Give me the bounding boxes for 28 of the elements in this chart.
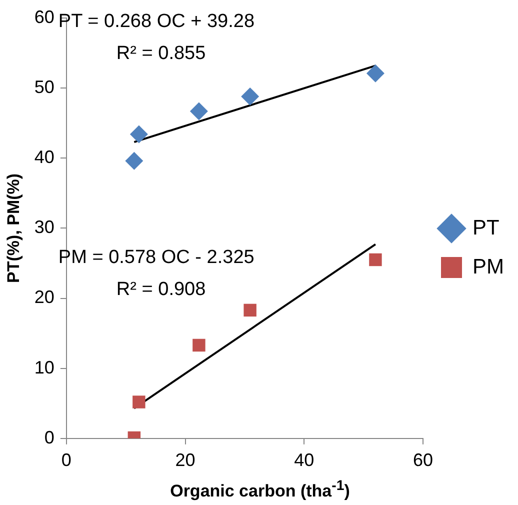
annotation: R² = 0.855: [116, 43, 206, 64]
legend-label: PM: [472, 255, 504, 278]
point: [369, 253, 382, 266]
y-tick-label: 10: [34, 357, 54, 378]
x-tick-label: 60: [412, 450, 434, 470]
y-tick-label: 60: [34, 6, 54, 27]
point: [241, 87, 260, 106]
annotation: PM = 0.578 OC - 2.325: [58, 247, 254, 268]
y-axis-title: PT(%), PM(%): [4, 173, 23, 283]
x-tick-label: 40: [294, 450, 314, 470]
point: [192, 338, 206, 352]
legend-label: PT: [472, 216, 500, 240]
point: [366, 64, 384, 82]
point: [125, 152, 144, 170]
point: [132, 396, 146, 408]
y-tick-label: 20: [34, 287, 54, 308]
x-tick-label: 0: [61, 450, 72, 470]
y-tick-label: 40: [34, 147, 54, 168]
y-tick-label: 50: [34, 77, 54, 98]
annotation: PT = 0.268 OC + 39.28: [58, 11, 255, 32]
y-tick-label: 0: [44, 427, 54, 448]
x-axis-title: Organic carbon (tha$^{-1}$): [169, 478, 351, 502]
annotation: R² = 0.908: [116, 279, 206, 300]
x-tick-label: 20: [175, 450, 196, 470]
point: [130, 125, 148, 144]
point: [190, 102, 208, 120]
point: [244, 304, 256, 317]
y-tick-label: 30: [34, 217, 54, 238]
